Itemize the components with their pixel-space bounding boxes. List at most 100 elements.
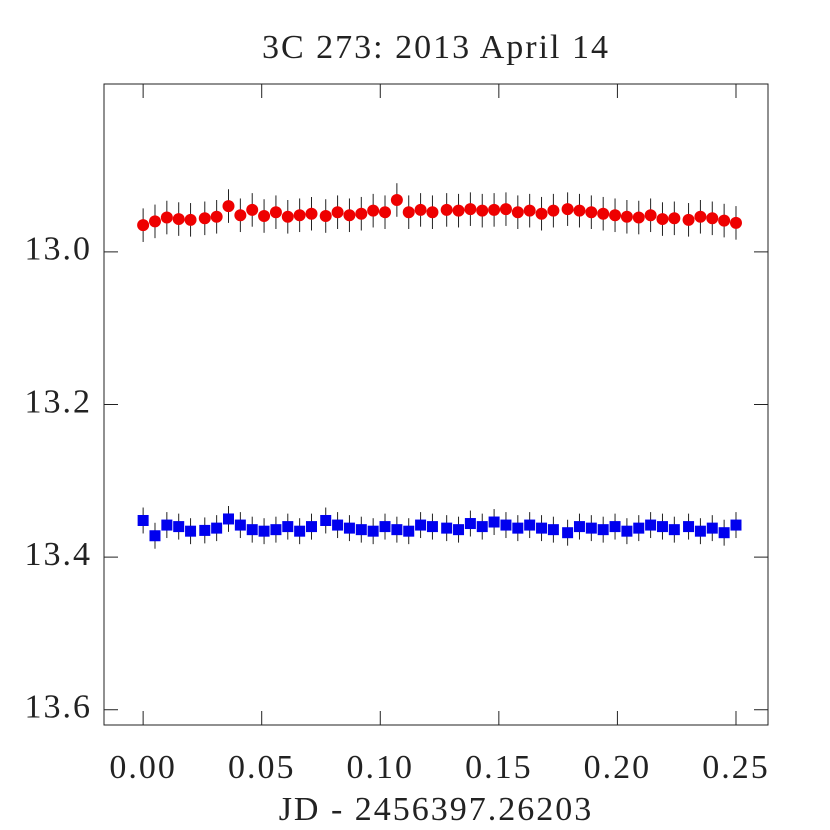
data-point [282,521,294,533]
data-point [223,513,234,525]
data-point [306,521,317,533]
data-point [729,216,742,229]
data-point [524,519,536,531]
data-point [718,214,731,227]
data-point [453,524,465,536]
data-point [270,524,282,536]
data-point [573,204,586,217]
data-point [656,213,669,226]
data-point [379,521,391,533]
data-point [633,522,645,534]
data-point [597,524,609,536]
data-point [609,521,621,533]
data-point [573,521,585,533]
data-point [343,209,356,222]
data-point [547,524,559,536]
data-point [185,525,197,537]
data-point [452,204,465,217]
data-point [402,206,415,219]
data-point [343,522,355,534]
data-point [234,519,246,531]
data-point [644,209,657,222]
data-point [211,522,223,534]
data-point [523,204,536,217]
data-point [597,207,610,220]
data-point [199,524,211,536]
x-tick-label: 0.20 [584,749,652,786]
data-point [415,519,427,531]
data-point [426,206,439,219]
data-point [488,516,500,528]
data-point [293,209,306,222]
data-point [500,519,512,531]
data-point [137,514,149,526]
data-point [511,206,524,219]
data-point [632,211,645,224]
data-point [331,206,344,219]
x-tick-label: 0.15 [465,749,533,786]
data-point [379,206,392,219]
data-point [355,207,368,220]
data-point [683,521,695,533]
x-tick-label: 0.05 [228,749,296,786]
data-point [476,204,489,217]
data-point [269,206,282,219]
y-tick-label: 13.6 [25,689,93,726]
data-point [730,519,742,531]
data-point [414,203,427,216]
data-point [234,209,247,222]
data-point [332,519,344,531]
data-point [210,210,223,223]
plot-frame [103,83,769,726]
data-point [645,519,657,531]
data-point [464,203,477,216]
data-point [536,522,548,534]
data-point [585,522,597,534]
data-point [440,203,453,216]
data-point [149,530,161,542]
data-point [367,204,380,217]
data-point [258,525,270,537]
data-point [706,212,719,225]
data-point [355,524,367,536]
data-point [562,527,574,539]
data-point [535,207,548,220]
data-point [403,525,415,537]
data-point [499,203,512,216]
data-point [512,522,524,534]
data-point [198,212,211,225]
y-tick-label: 13.2 [25,383,93,420]
data-point [668,212,681,225]
data-point [391,524,403,536]
x-axis-label: JD - 2456397.26203 [279,791,594,828]
data-point [476,521,488,533]
data-point [258,210,271,223]
data-point [464,518,476,530]
chart-title: 3C 273: 2013 April 14 [262,29,610,66]
x-tick-label: 0.00 [109,749,177,786]
data-point [620,210,633,223]
data-point [718,527,730,539]
data-point [319,210,332,223]
data-point [585,206,598,219]
data-point [621,525,633,537]
data-point [161,519,173,531]
data-point [488,203,501,216]
data-point [246,524,258,536]
data-point [160,211,173,224]
data-point [682,213,695,226]
x-tick-label: 0.25 [702,749,770,786]
data-point [668,524,680,536]
data-point [656,521,668,533]
data-point [281,210,294,223]
data-point [222,200,235,213]
data-point [441,522,453,534]
y-tick-label: 13.0 [25,231,93,268]
data-point [172,213,185,226]
data-point [426,521,438,533]
data-point [148,215,161,228]
data-point [547,204,560,217]
data-point [694,525,706,537]
data-point [305,207,318,220]
